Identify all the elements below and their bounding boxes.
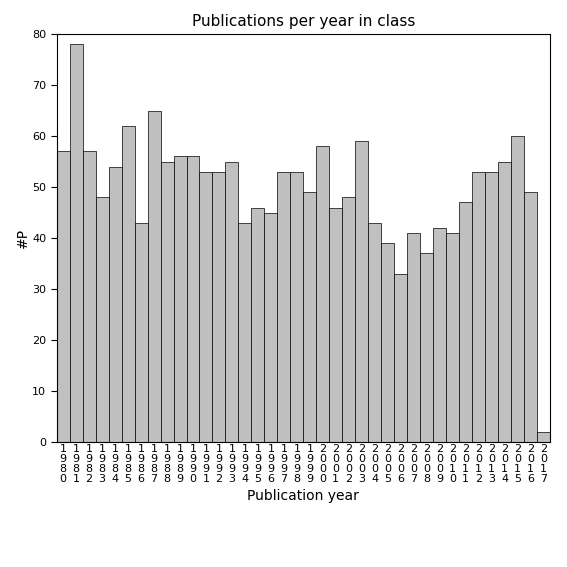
Bar (174, 156, 187, 442)
Bar (109, 167, 121, 442)
Bar (96, 197, 109, 442)
Bar (264, 213, 277, 442)
Bar (472, 172, 485, 442)
Bar (251, 208, 264, 442)
Bar (187, 156, 200, 442)
Bar (226, 162, 239, 442)
Bar (329, 208, 342, 442)
Bar (433, 228, 446, 442)
Bar (420, 253, 433, 442)
Bar (316, 146, 329, 442)
Bar (57, 151, 70, 442)
Bar (200, 172, 213, 442)
Bar (83, 151, 96, 442)
Bar (498, 162, 511, 442)
Title: Publications per year in class: Publications per year in class (192, 14, 415, 29)
Bar (524, 192, 537, 442)
Bar (303, 192, 316, 442)
Bar (342, 197, 356, 442)
Bar (290, 172, 303, 442)
Bar (134, 223, 147, 442)
Bar (511, 136, 524, 442)
Bar (446, 233, 459, 442)
Bar (121, 126, 134, 442)
Bar (213, 172, 226, 442)
Bar (356, 141, 368, 442)
Bar (147, 111, 160, 442)
Bar (485, 172, 498, 442)
Bar (368, 223, 381, 442)
Y-axis label: #P: #P (15, 228, 29, 248)
Bar (381, 243, 394, 442)
Bar (277, 172, 290, 442)
Bar (239, 223, 251, 442)
Bar (160, 162, 174, 442)
Bar (459, 202, 472, 442)
Bar (407, 233, 420, 442)
X-axis label: Publication year: Publication year (247, 489, 359, 503)
Bar (394, 274, 407, 442)
Bar (70, 44, 83, 442)
Bar (537, 432, 550, 442)
